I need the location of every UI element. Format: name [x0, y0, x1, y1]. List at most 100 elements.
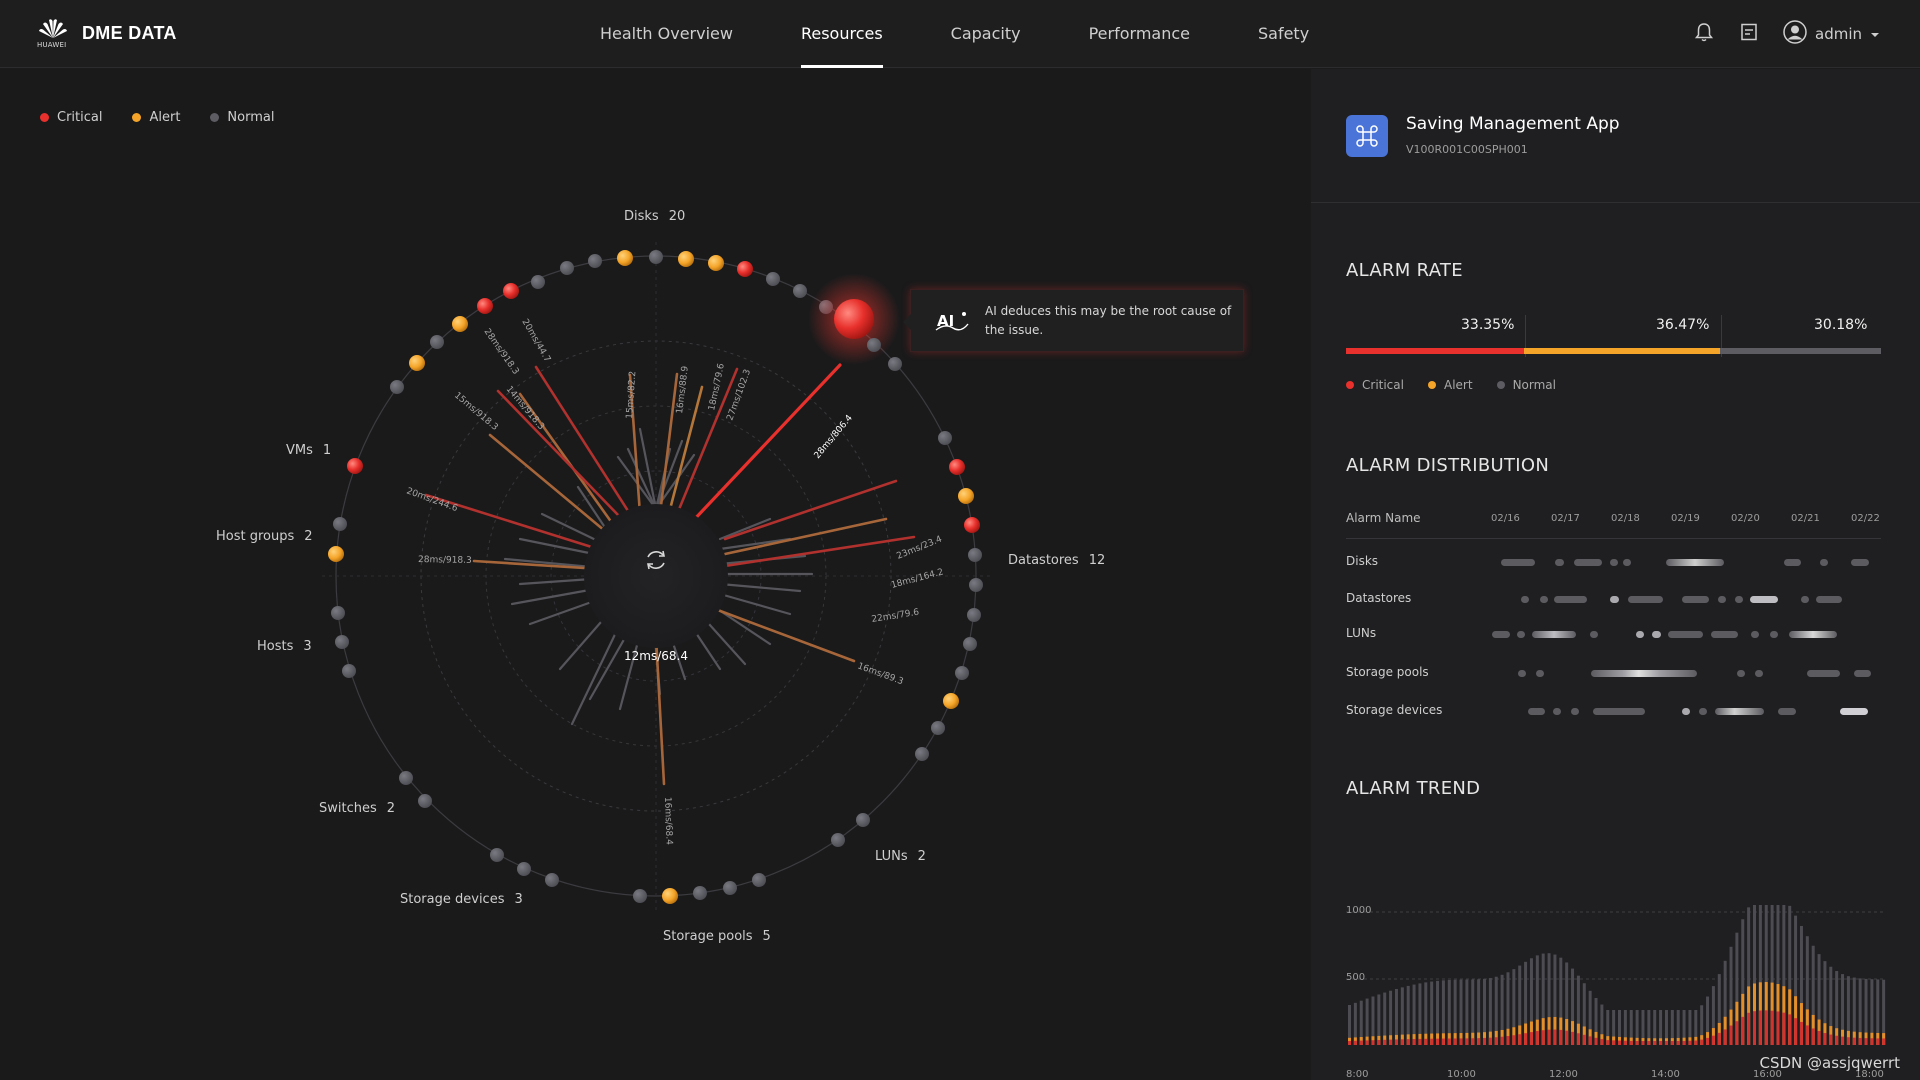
node[interactable]: [967, 608, 981, 622]
distribution-row-luns[interactable]: LUNs: [1346, 624, 1881, 644]
top-bar: HUAWEI DME DATA Health Overview Resource…: [0, 0, 1920, 68]
category-storage-devices[interactable]: Storage devices 3: [400, 892, 523, 907]
node[interactable]: [831, 833, 845, 847]
category-disks[interactable]: Disks 20: [624, 209, 685, 224]
node[interactable]: [856, 813, 870, 827]
distribution-row-disks[interactable]: Disks: [1346, 552, 1881, 572]
distribution-row-storage-devices[interactable]: Storage devices: [1346, 701, 1881, 721]
trend-bar-total: [1447, 979, 1451, 1045]
trend-bar-total: [1600, 1004, 1604, 1045]
brand[interactable]: HUAWEI DME DATA: [37, 16, 177, 50]
node[interactable]: [517, 862, 531, 876]
node[interactable]: [678, 251, 694, 267]
node[interactable]: [452, 316, 468, 332]
node[interactable]: [931, 721, 945, 735]
node[interactable]: [737, 261, 753, 277]
alarm-blob: [1610, 596, 1619, 603]
legend-alert[interactable]: Alert: [1427, 378, 1473, 392]
category-datastores[interactable]: Datastores 12: [1008, 553, 1105, 568]
node[interactable]: [958, 488, 974, 504]
trend-bar-critical: [1441, 1038, 1445, 1045]
legend-critical[interactable]: Critical: [40, 110, 102, 125]
node[interactable]: [331, 606, 345, 620]
trend-bar-critical: [1758, 1010, 1762, 1045]
node[interactable]: [963, 637, 977, 651]
trend-bar-critical: [1753, 1011, 1756, 1045]
node[interactable]: [964, 517, 980, 533]
legend-critical[interactable]: Critical: [1346, 378, 1404, 392]
node[interactable]: [328, 546, 344, 562]
node[interactable]: [649, 250, 663, 264]
node[interactable]: [333, 517, 347, 531]
tab-safety[interactable]: Safety: [1257, 24, 1310, 43]
node[interactable]: [949, 459, 965, 475]
tab-health-overview[interactable]: Health Overview: [600, 24, 733, 43]
node[interactable]: [335, 635, 349, 649]
node[interactable]: [588, 254, 602, 268]
tab-performance[interactable]: Performance: [1088, 24, 1190, 43]
node[interactable]: [968, 548, 982, 562]
node[interactable]: [955, 666, 969, 680]
category-storage-pools[interactable]: Storage pools 5: [663, 929, 771, 944]
trend-bar-total: [1400, 987, 1404, 1045]
alarm-distribution-title: ALARM DISTRIBUTION: [1346, 455, 1550, 476]
root-cause-node[interactable]: [834, 299, 874, 339]
node[interactable]: [752, 873, 766, 887]
node[interactable]: [390, 380, 404, 394]
node[interactable]: [477, 298, 493, 314]
node[interactable]: [409, 355, 425, 371]
node[interactable]: [708, 255, 724, 271]
node[interactable]: [418, 794, 432, 808]
trend-bar-total: [1483, 978, 1486, 1045]
node[interactable]: [662, 888, 678, 904]
trend-bar-total: [1641, 1010, 1645, 1045]
distribution-row-storage-pools[interactable]: Storage pools: [1346, 663, 1881, 683]
node[interactable]: [793, 284, 807, 298]
user-menu[interactable]: admin: [1783, 20, 1880, 48]
caret-down-icon: [1870, 25, 1880, 43]
legend-alert[interactable]: Alert: [132, 110, 180, 125]
distribution-row-datastores[interactable]: Datastores: [1346, 589, 1881, 609]
alarm-blob: [1750, 596, 1778, 603]
node[interactable]: [430, 335, 444, 349]
node[interactable]: [347, 458, 363, 474]
trend-bar-total: [1682, 1010, 1686, 1045]
node[interactable]: [943, 693, 959, 709]
tab-capacity[interactable]: Capacity: [950, 24, 1021, 43]
node[interactable]: [617, 250, 633, 266]
node[interactable]: [888, 357, 902, 371]
category-host-groups[interactable]: Host groups 2: [216, 529, 313, 544]
node[interactable]: [503, 283, 519, 299]
category-switches[interactable]: Switches 2: [319, 801, 395, 816]
tab-resources[interactable]: Resources: [800, 0, 883, 68]
node[interactable]: [766, 272, 780, 286]
node[interactable]: [938, 431, 952, 445]
bell-icon[interactable]: [1693, 21, 1715, 47]
legend-normal[interactable]: Normal: [1496, 378, 1556, 392]
user-avatar-icon: [1783, 20, 1807, 48]
trend-bar-critical: [1383, 1039, 1387, 1045]
spoke-label-9: 16ms/89.3: [856, 661, 905, 687]
node[interactable]: [560, 261, 574, 275]
category-luns[interactable]: LUNs 2: [875, 849, 926, 864]
status-legend: Critical Alert Normal: [40, 110, 274, 125]
node[interactable]: [490, 848, 504, 862]
node[interactable]: [545, 873, 559, 887]
refresh-icon[interactable]: [647, 550, 665, 570]
node[interactable]: [531, 275, 545, 289]
node[interactable]: [633, 889, 647, 903]
node[interactable]: [342, 664, 356, 678]
trend-bar-total: [1547, 953, 1551, 1045]
app-card[interactable]: Saving Management App V100R001C00SPH001: [1311, 69, 1920, 203]
node[interactable]: [399, 771, 413, 785]
legend-normal[interactable]: Normal: [210, 110, 274, 125]
node[interactable]: [969, 578, 983, 592]
node[interactable]: [867, 338, 881, 352]
side-panel: Saving Management App V100R001C00SPH001 …: [1311, 69, 1920, 1080]
document-icon[interactable]: [1739, 22, 1759, 46]
category-hosts[interactable]: Hosts 3: [257, 639, 312, 654]
node[interactable]: [693, 886, 707, 900]
node[interactable]: [723, 881, 737, 895]
node[interactable]: [915, 747, 929, 761]
category-vms[interactable]: VMs 1: [286, 443, 331, 458]
